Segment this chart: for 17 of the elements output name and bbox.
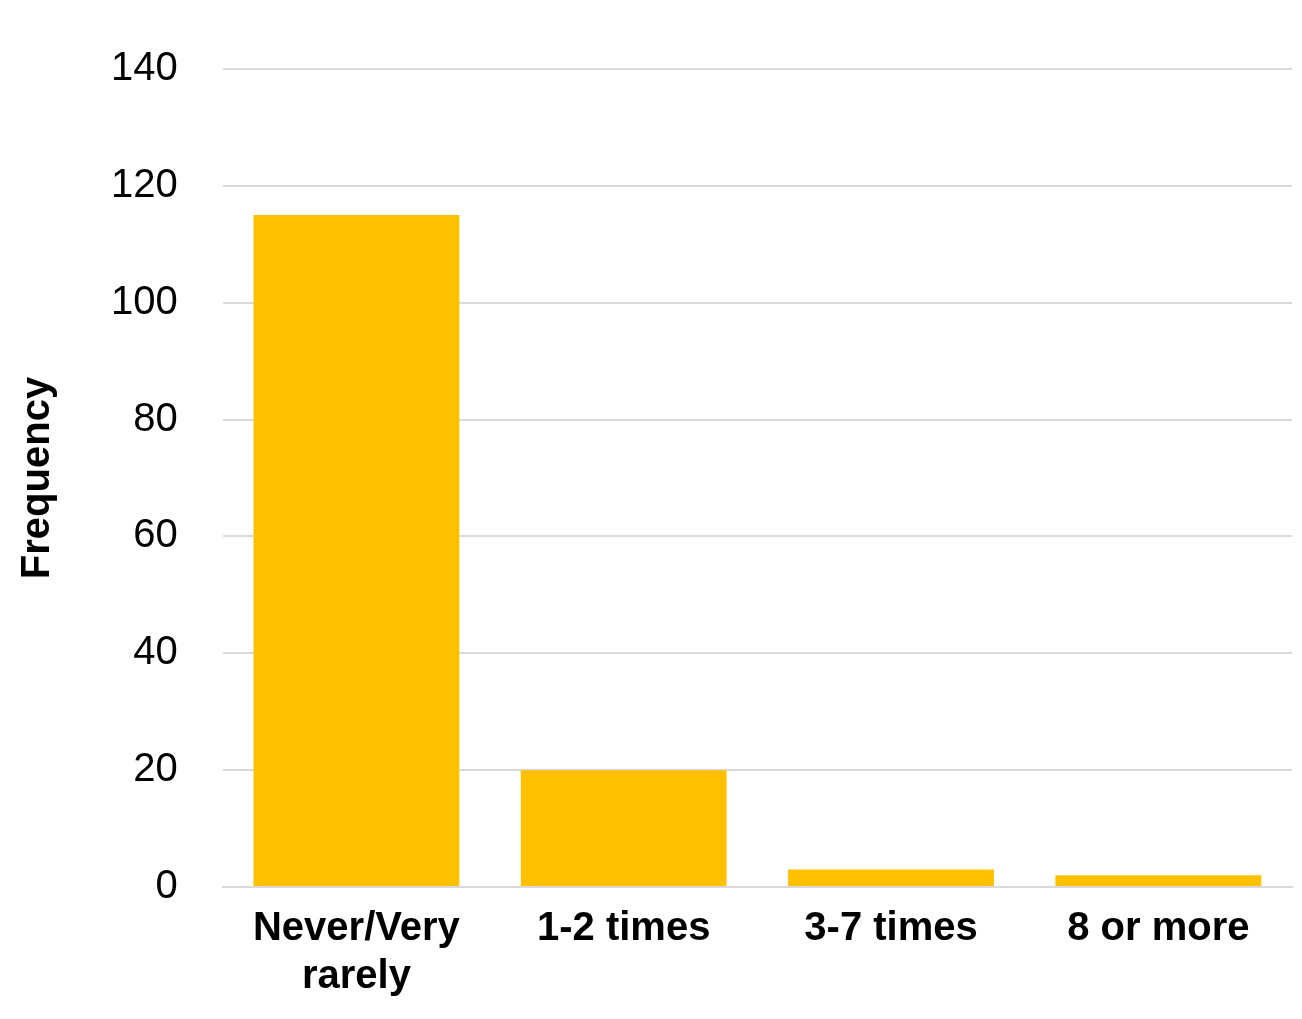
y-tick-label: 80 (133, 394, 178, 439)
x-tick-label: Never/Very rarely (252, 904, 461, 997)
y-tick-label: 100 (110, 277, 178, 322)
y-tick-label: 20 (133, 745, 178, 790)
y-axis-title: Frequency (13, 376, 58, 580)
y-tick-label: 60 (133, 511, 178, 556)
x-tick-label: 8 or more (1067, 904, 1250, 949)
x-tick-label: 3-7 times (804, 904, 978, 949)
y-tick-label: 140 (110, 44, 178, 89)
y-tick-label: 120 (110, 160, 178, 205)
y-tick-label: 40 (133, 628, 178, 673)
bar (788, 869, 994, 886)
bar (520, 770, 727, 886)
bar (253, 215, 460, 886)
bar (1055, 875, 1262, 886)
x-tick-label: 1-2 times (537, 904, 711, 949)
y-tick-label: 0 (155, 862, 178, 907)
